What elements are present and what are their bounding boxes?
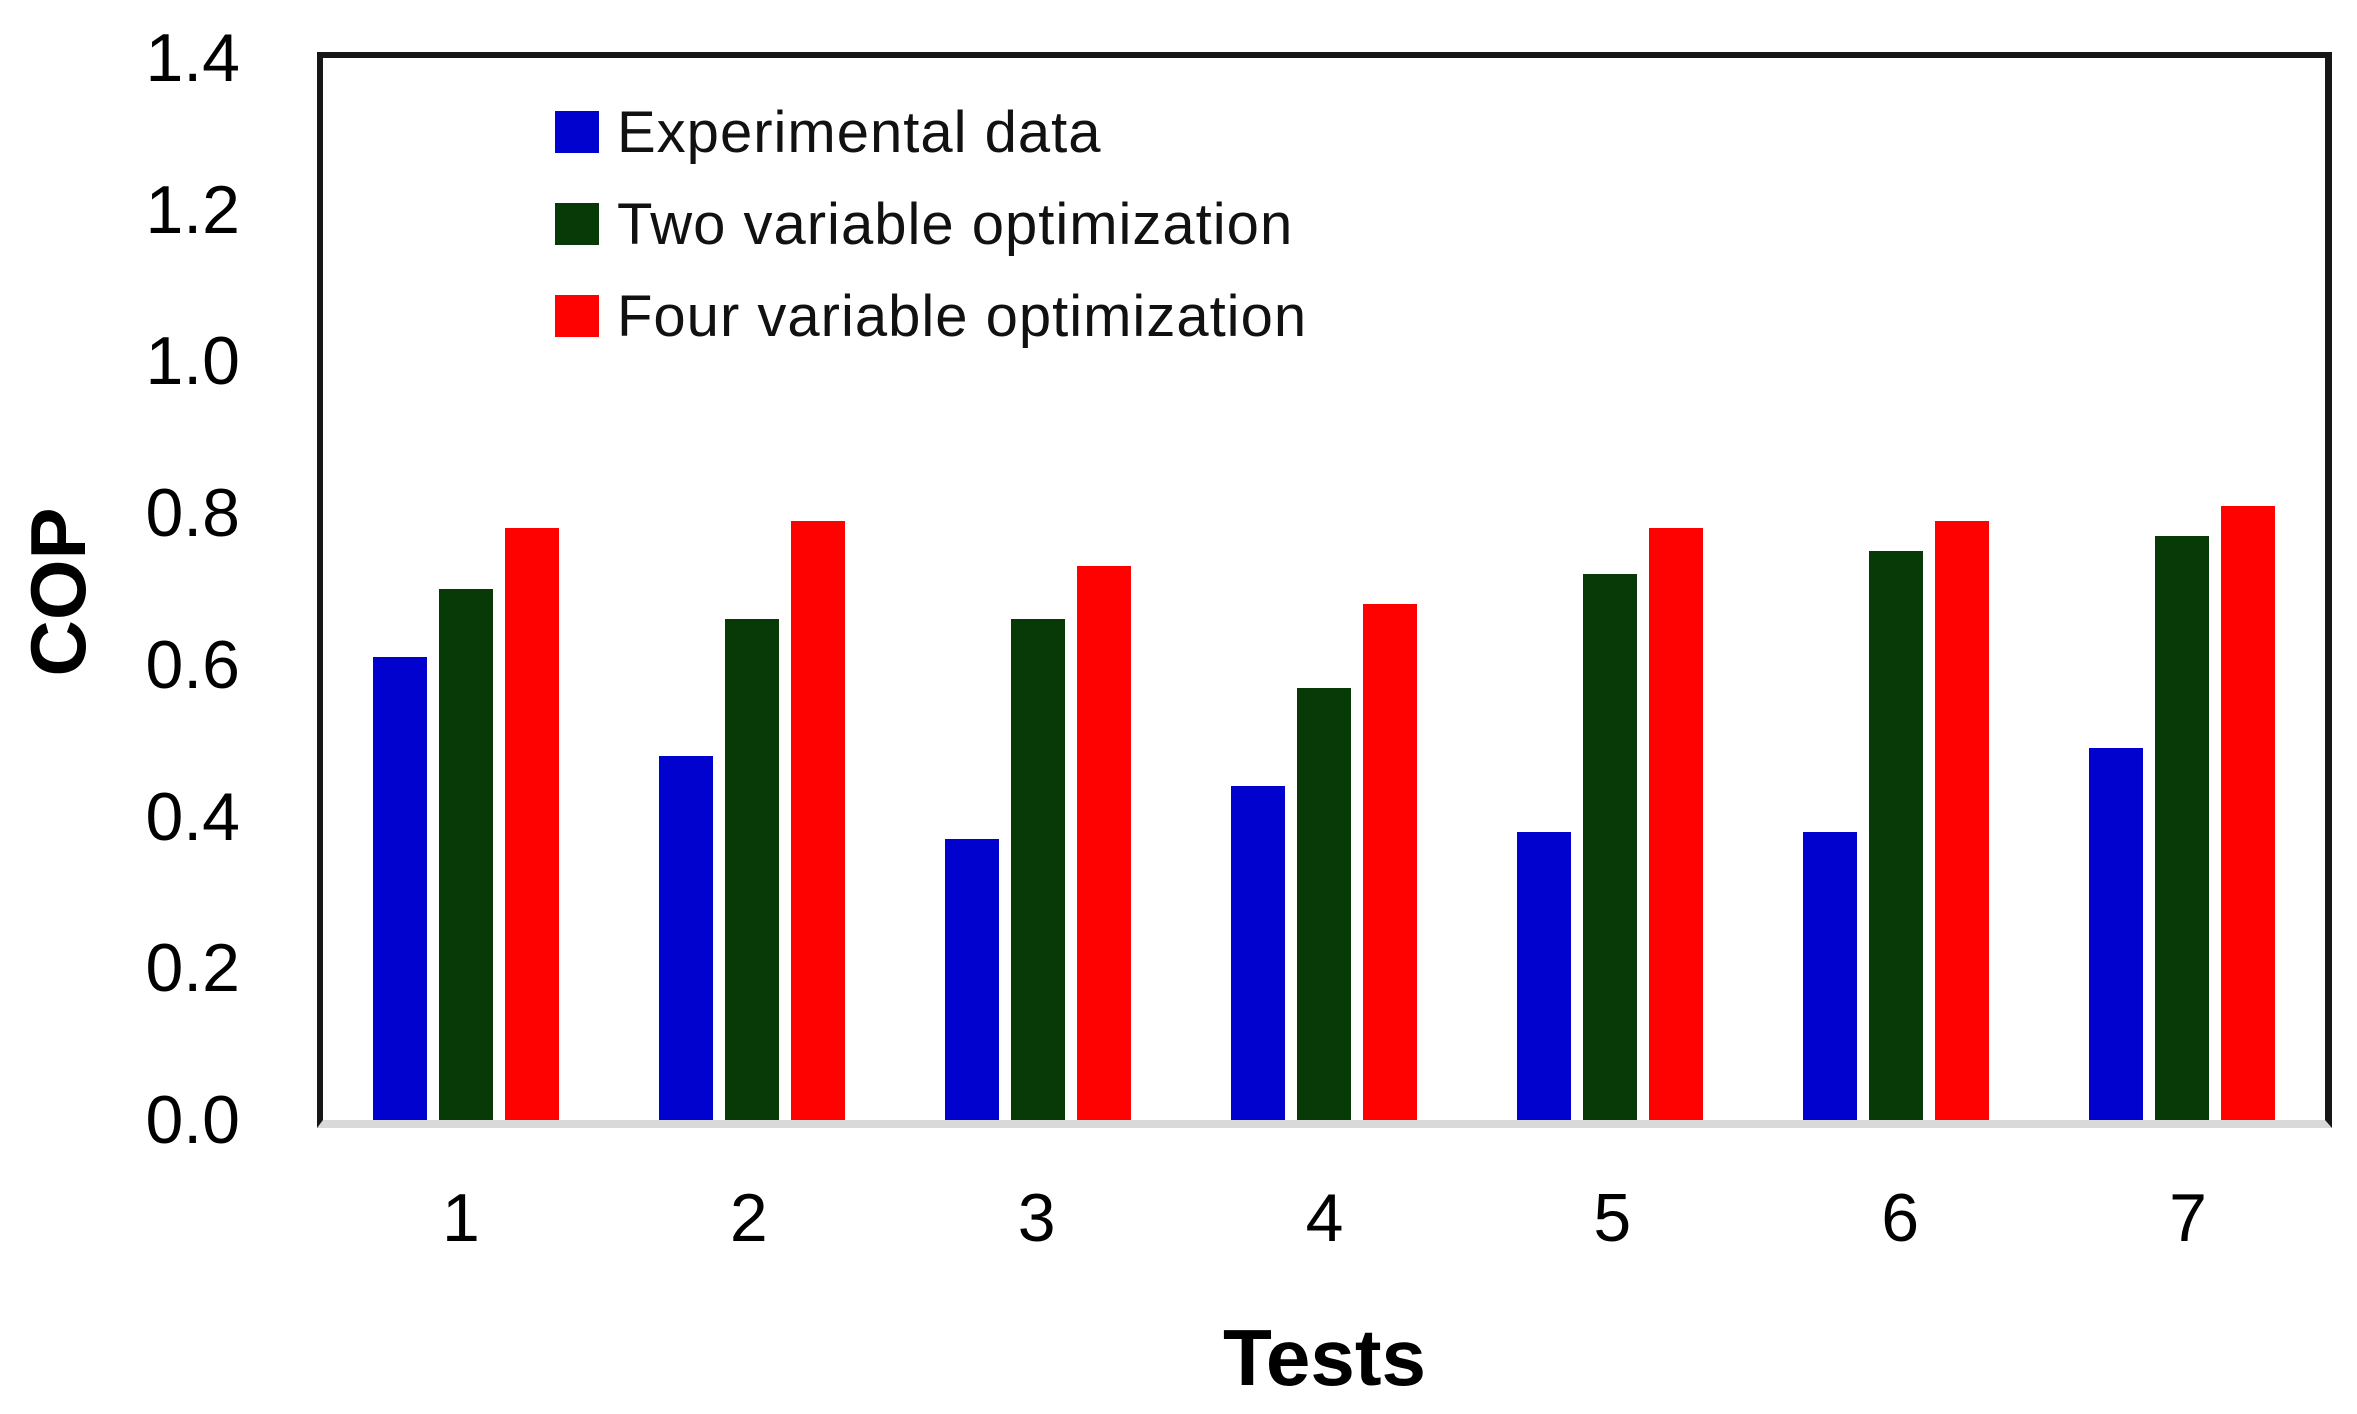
legend-label: Two variable optimization (617, 191, 1294, 257)
bar-two-variable-optimization-test-4 (1297, 687, 1351, 1120)
bar-four-variable-optimization-test-4 (1363, 604, 1417, 1120)
bar-experimental-data-test-7 (2089, 748, 2143, 1120)
bar-two-variable-optimization-test-2 (725, 619, 779, 1120)
legend-item-two-variable-optimization: Two variable optimization (555, 191, 1307, 257)
x-tick-label-1: 1 (442, 1180, 480, 1256)
legend-swatch-icon (555, 295, 599, 337)
bar-experimental-data-test-2 (659, 755, 713, 1120)
bar-two-variable-optimization-test-3 (1011, 619, 1065, 1120)
bar-two-variable-optimization-test-6 (1869, 551, 1923, 1120)
bar-series-area (323, 58, 2325, 1120)
plot-area (317, 52, 2332, 1128)
legend-item-four-variable-optimization: Four variable optimization (555, 283, 1308, 349)
legend-item-experimental-data: Experimental data (555, 99, 1307, 165)
bar-two-variable-optimization-test-1 (439, 589, 493, 1120)
y-tick-label-1.4: 1.4 (145, 20, 240, 96)
x-tick-label-7: 7 (2169, 1180, 2207, 1256)
x-tick-label-3: 3 (1017, 1180, 1056, 1256)
legend-swatch-icon (555, 203, 599, 245)
x-tick-label-2: 2 (729, 1180, 768, 1256)
legend-label: Experimental data (617, 99, 1102, 165)
y-tick-label-0.0: 0.0 (145, 1082, 240, 1158)
y-tick-label-0.8: 0.8 (145, 475, 240, 552)
bar-experimental-data-test-5 (1517, 831, 1571, 1120)
bar-experimental-data-test-3 (945, 839, 999, 1120)
y-tick-label-1.2: 1.2 (145, 171, 240, 248)
bar-group-7 (2039, 58, 2325, 1120)
bar-experimental-data-test-6 (1803, 831, 1857, 1120)
bar-four-variable-optimization-test-7 (2221, 505, 2275, 1120)
bar-group-5 (1467, 58, 1753, 1120)
bar-four-variable-optimization-test-6 (1935, 520, 1989, 1120)
bar-two-variable-optimization-test-5 (1583, 573, 1637, 1120)
y-tick-label-0.4: 0.4 (145, 778, 240, 855)
y-tick-label-1.0: 1.0 (145, 323, 240, 400)
bar-experimental-data-test-4 (1231, 786, 1285, 1120)
bar-group-4 (1181, 58, 1467, 1120)
bar-four-variable-optimization-test-3 (1077, 566, 1131, 1120)
x-tick-label-6: 6 (1881, 1180, 1920, 1256)
bar-two-variable-optimization-test-7 (2155, 535, 2209, 1120)
bar-group-6 (1753, 58, 2039, 1120)
legend-swatch-icon (555, 111, 599, 153)
legend: Experimental data Two variable optimizati… (555, 99, 1308, 349)
x-tick-label-5: 5 (1593, 1180, 1632, 1256)
bar-group-2 (609, 58, 895, 1120)
bar-group-1 (323, 58, 609, 1120)
bar-four-variable-optimization-test-2 (791, 520, 845, 1120)
bar-group-3 (895, 58, 1181, 1120)
x-tick-label-4: 4 (1305, 1180, 1344, 1256)
x-axis-title: Tests (1222, 1313, 1427, 1402)
y-tick-label-0.6: 0.6 (145, 626, 240, 703)
y-tick-label-0.2: 0.2 (145, 930, 240, 1007)
bar-four-variable-optimization-test-5 (1649, 528, 1703, 1120)
bar-experimental-data-test-1 (373, 657, 427, 1120)
bar-four-variable-optimization-test-1 (505, 528, 559, 1120)
legend-label: Four variable optimization (617, 283, 1308, 349)
